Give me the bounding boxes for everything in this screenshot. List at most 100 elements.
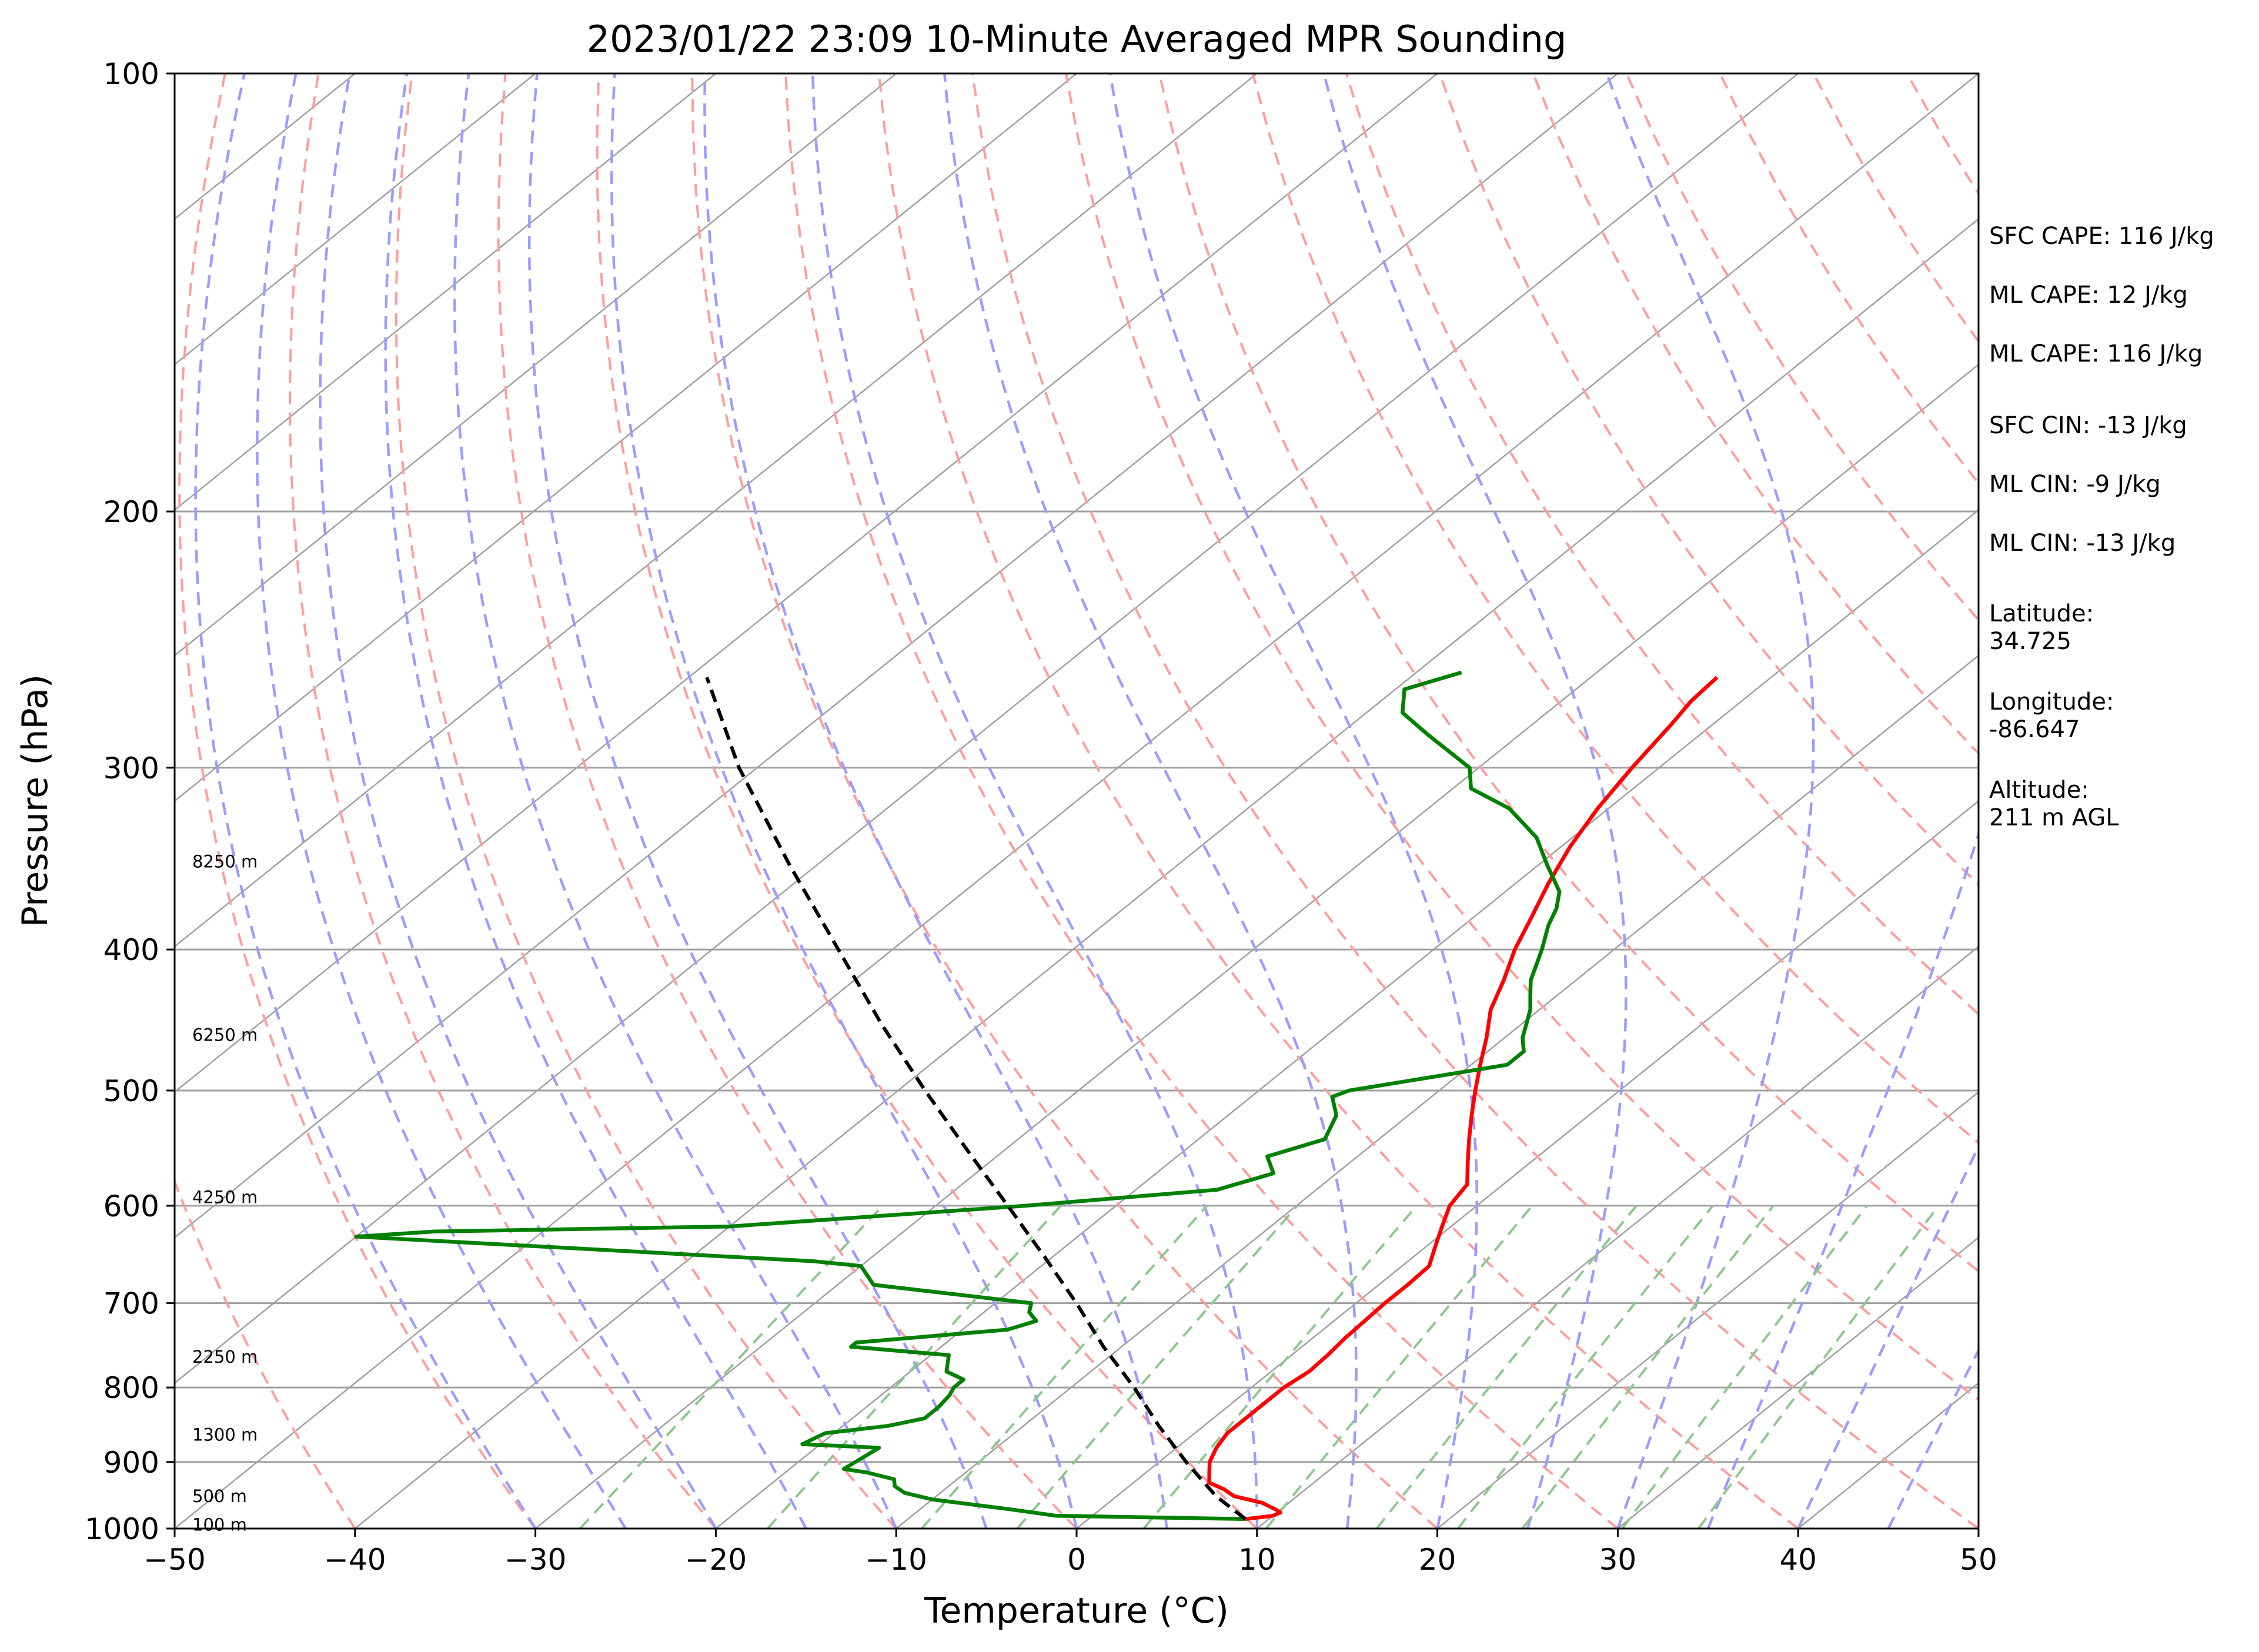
- y-tick-label: 600: [103, 1189, 159, 1223]
- height-label: 1300 m: [192, 1424, 258, 1444]
- isotherm-line: [355, 218, 1979, 1529]
- dry-adiabat-line: [395, 73, 897, 1529]
- isotherm-line: [1076, 800, 1979, 1529]
- isotherm-line: [175, 73, 1619, 1239]
- axes: −50 −40 −30 −20 −10 0 10 20 30 40 50 100 200 300 400 50…: [85, 57, 1997, 1577]
- height-label: 4250 m: [192, 1187, 258, 1207]
- isotherm-line: [175, 73, 1438, 1093]
- dry-adiabat-line: [289, 73, 717, 1529]
- height-labels: 100 m 500 m 1300 m 2250 m 4250 m 6250 m 8250 m: [192, 851, 258, 1534]
- height-label: 2250 m: [192, 1347, 258, 1367]
- y-tick-label: 100: [103, 57, 159, 91]
- parcel-profile-line: [705, 677, 1247, 1521]
- x-tick-label: −20: [685, 1543, 747, 1577]
- x-axis-title: Temperature (°C): [924, 1590, 1229, 1631]
- mixing-ratio-line: [1521, 1205, 1775, 1529]
- sounding-series: [354, 670, 1719, 1521]
- y-tick-label: 400: [103, 933, 159, 967]
- longitude-label: Longitude:: [1989, 688, 2114, 715]
- dry-adiabat-line: [971, 73, 1979, 1529]
- mixing-ratio-line: [767, 1205, 1062, 1529]
- x-tick-label: 10: [1238, 1543, 1276, 1577]
- latitude-label: Latitude:: [1989, 600, 2094, 627]
- chart-title: 2023/01/22 23:09 10-Minute Averaged MPR …: [587, 18, 1567, 61]
- x-tick-label: 50: [1960, 1543, 1997, 1577]
- moist-adiabat-line: [1706, 73, 1979, 1529]
- altitude-value: 211 m AGL: [1989, 804, 2119, 831]
- moist-adiabat-line: [811, 73, 1259, 1529]
- moist-adiabat-line: [256, 73, 627, 1529]
- isotherm-line: [534, 363, 1979, 1529]
- x-tick-label: 40: [1779, 1543, 1817, 1577]
- moist-adiabat-line: [527, 73, 988, 1529]
- mixing-ratio-line: [1265, 1205, 1533, 1529]
- moist-adiabat-line: [1797, 1143, 1979, 1529]
- x-tick-label: 0: [1067, 1543, 1086, 1577]
- sfc-cape-text: SFC CAPE: 116 J/kg: [1989, 223, 2214, 250]
- isotherm-line: [175, 73, 536, 366]
- dry-adiabat-line: [784, 73, 1619, 1529]
- ml-cin-text: ML CIN: -9 J/kg: [1989, 471, 2161, 498]
- dewpoint-profile-line: [354, 670, 1562, 1521]
- x-tick-label: −40: [324, 1543, 386, 1577]
- info-panel: SFC CAPE: 116 J/kg ML CAPE: 12 J/kg ML C…: [1989, 223, 2214, 831]
- mixing-ratio-line: [579, 1205, 884, 1529]
- dry-adiabat-line: [596, 73, 1258, 1529]
- ml-cape-text: ML CAPE: 12 J/kg: [1989, 282, 2188, 309]
- isotherm-line: [175, 73, 1258, 948]
- dry-adiabat-line: [1345, 73, 1979, 1016]
- mixing-ratio-line: [1697, 1205, 1940, 1529]
- moist-adiabat-line: [1605, 73, 1815, 1529]
- y-tick-label: 700: [103, 1287, 159, 1321]
- moist-adiabat-line: [1887, 1347, 1979, 1529]
- dry-adiabat-line: [1158, 73, 1979, 1273]
- x-tick-label: 30: [1599, 1543, 1637, 1577]
- dry-adiabat-line: [1251, 73, 1979, 1145]
- y-tick-label: 300: [103, 751, 159, 785]
- moist-adiabat-line: [610, 73, 1078, 1529]
- temperature-profile-line: [1207, 675, 1719, 1521]
- mixing-ratio-line: [1016, 1205, 1299, 1529]
- dry-adiabat-line: [691, 73, 1438, 1529]
- dry-adiabat-line: [878, 73, 1799, 1529]
- sfc-cin-text: SFC CIN: -13 J/kg: [1989, 412, 2187, 439]
- x-tick-label: −50: [143, 1543, 206, 1577]
- isotherm-line: [175, 73, 1979, 1529]
- isotherm-line: [1436, 1091, 1979, 1529]
- isotherm-line: [1617, 1236, 1979, 1529]
- altitude-label: Altitude:: [1989, 777, 2089, 804]
- isotherm-line: [715, 509, 1979, 1529]
- moist-adiabat-line: [319, 73, 717, 1529]
- moist-adiabat-line: [453, 73, 898, 1529]
- dry-adiabat-line: [1064, 73, 1979, 1402]
- moist-adiabat-line: [194, 73, 537, 1529]
- mixing-ratio-line: [1457, 1205, 1714, 1529]
- x-tick-label: −30: [504, 1543, 567, 1577]
- height-label: 8250 m: [192, 851, 258, 871]
- moist-adiabat-line: [703, 73, 1168, 1529]
- ml-cape-text-2: ML CAPE: 116 J/kg: [1989, 340, 2203, 367]
- isotherm-line: [1257, 945, 1979, 1529]
- isotherm-line: [175, 73, 897, 657]
- dry-adiabat-line: [1532, 73, 1979, 755]
- isotherm-line: [895, 654, 1979, 1529]
- dry-adiabat-line: [178, 73, 537, 1529]
- moist-adiabat-line: [384, 73, 807, 1529]
- longitude-value: -86.647: [1989, 716, 2080, 743]
- y-tick-label: 500: [103, 1074, 159, 1108]
- y-tick-label: 1000: [85, 1512, 159, 1546]
- x-tick-label: −10: [865, 1543, 927, 1577]
- y-tick-label: 900: [103, 1446, 159, 1480]
- y-tick-label: 800: [103, 1371, 159, 1405]
- height-label: 6250 m: [192, 1025, 258, 1045]
- y-tick-label: 200: [103, 495, 159, 529]
- isotherm-line: [175, 73, 1077, 802]
- dry-adiabat-line: [1438, 73, 1979, 887]
- latitude-value: 34.725: [1989, 628, 2071, 655]
- isotherm-line: [175, 73, 717, 511]
- ml-cin-text-2: ML CIN: -13 J/kg: [1989, 530, 2176, 557]
- reference-lines: [175, 73, 1979, 1529]
- moist-adiabat-line: [1322, 73, 1628, 1529]
